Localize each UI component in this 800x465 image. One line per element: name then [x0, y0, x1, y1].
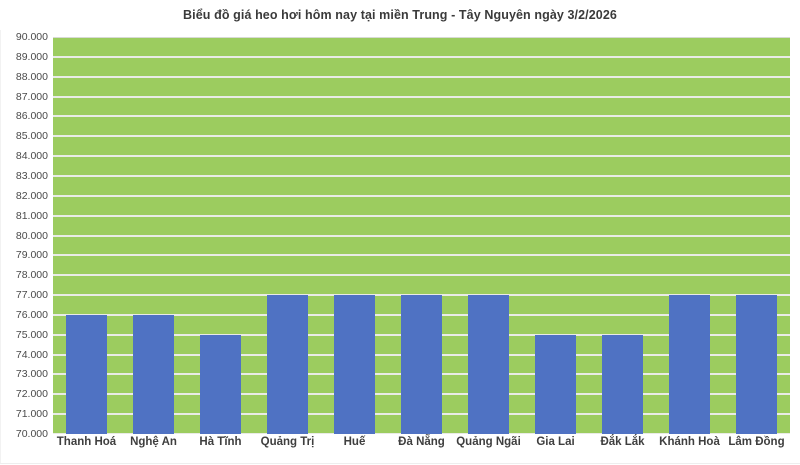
y-axis-tick-label: 79.000: [15, 249, 48, 262]
x-axis-tick-label: Nghệ An: [130, 436, 177, 448]
bar[interactable]: [267, 295, 308, 434]
x-axis-tick-label: Đắk Lắk: [600, 436, 645, 448]
y-axis-tick-label: 85.000: [15, 130, 48, 143]
gridline: [53, 254, 790, 257]
gridline: [53, 194, 790, 197]
gridline: [53, 214, 790, 217]
y-axis-tick-label: 75.000: [15, 328, 48, 341]
bar[interactable]: [133, 314, 174, 434]
chart-title: Biểu đồ giá heo hơi hôm nay tại miền Tru…: [183, 8, 617, 22]
y-axis-tick-label: 71.000: [15, 408, 48, 421]
gridline: [53, 174, 790, 177]
y-axis-tick-label: 80.000: [15, 229, 48, 242]
x-axis-tick-label: Đà Nẵng: [398, 436, 445, 448]
x-axis-tick-label: Quảng Ngãi: [456, 436, 521, 448]
y-axis-tick-label: 83.000: [15, 169, 48, 182]
x-axis-tick-label: Lâm Đồng: [728, 436, 785, 448]
y-axis-tick-label: 74.000: [15, 348, 48, 361]
gridline: [53, 115, 790, 118]
x-axis-tick-label: Quảng Trị: [260, 436, 315, 448]
x-axis-tick-label: Hà Tĩnh: [199, 436, 242, 448]
gridline: [53, 294, 790, 297]
gridline: [53, 135, 790, 138]
y-axis-tick-label: 77.000: [15, 289, 48, 302]
x-axis-tick-label: Huế: [343, 436, 366, 448]
bar[interactable]: [334, 295, 375, 434]
gridline: [53, 234, 790, 237]
y-axis-tick-label: 72.000: [15, 388, 48, 401]
plot-area: [53, 37, 790, 434]
x-axis-tick-label: Khánh Hoà: [659, 436, 720, 448]
bar[interactable]: [468, 295, 509, 434]
bottom-divider: [0, 463, 800, 464]
gridline: [53, 37, 790, 38]
bar[interactable]: [602, 334, 643, 434]
gridline: [53, 55, 790, 58]
gridline: [53, 75, 790, 78]
y-axis-tick-label: 88.000: [15, 70, 48, 83]
x-axis: Thanh Hoá Nghệ An Hà Tĩnh Quảng Trị Huế Đà Nẵ…: [53, 436, 790, 460]
y-axis-tick-label: 84.000: [15, 150, 48, 163]
y-axis-tick-label: 90.000: [15, 31, 48, 43]
y-axis-tick-label: 78.000: [15, 269, 48, 282]
x-axis-tick-label: Thanh Hoá: [56, 436, 117, 448]
y-axis-tick-label: 70.000: [15, 428, 48, 440]
gridline: [53, 155, 790, 158]
gridline: [53, 274, 790, 277]
gridline: [53, 95, 790, 98]
bar[interactable]: [736, 295, 777, 434]
left-divider: [0, 30, 1, 463]
y-axis-tick-label: 81.000: [15, 209, 48, 222]
bar[interactable]: [669, 295, 710, 434]
bar[interactable]: [401, 295, 442, 434]
bar[interactable]: [200, 334, 241, 434]
y-axis-tick-label: 89.000: [15, 50, 48, 63]
y-axis-tick-label: 76.000: [15, 308, 48, 321]
y-axis-tick-label: 86.000: [15, 110, 48, 123]
y-axis-tick-label: 82.000: [15, 189, 48, 202]
y-axis-tick-label: 87.000: [15, 90, 48, 103]
y-axis-tick-label: 73.000: [15, 368, 48, 381]
y-axis: 90.000 89.000 88.000 87.000 86.000 85.000 84.0…: [0, 31, 48, 440]
bar[interactable]: [66, 314, 107, 434]
x-axis-tick-label: Gia Lai: [536, 436, 575, 448]
bar[interactable]: [535, 334, 576, 434]
